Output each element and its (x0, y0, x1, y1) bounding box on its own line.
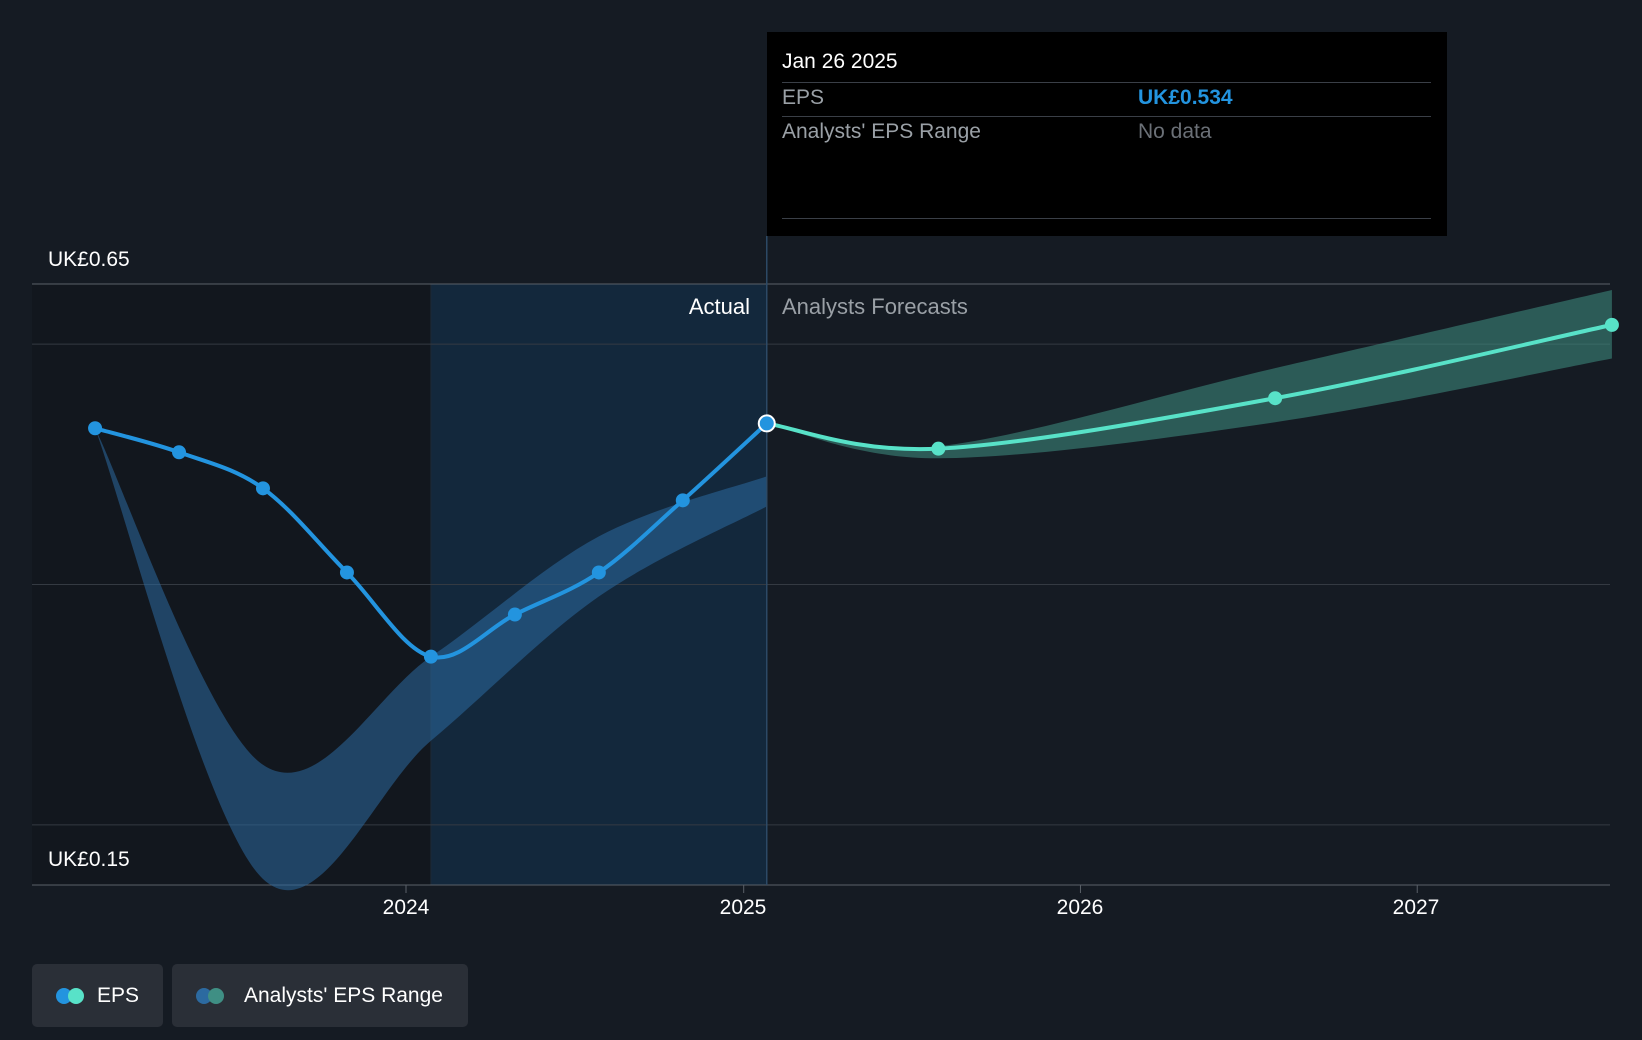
tooltip-eps-value: UK£0.534 (1138, 86, 1233, 109)
x-tick-2024: 2024 (382, 896, 430, 919)
x-tick-2026: 2026 (1056, 896, 1104, 919)
eps-point-actual (591, 565, 606, 580)
eps-point-actual (172, 445, 187, 460)
eps-point-actual (88, 421, 103, 436)
tooltip: Jan 26 2025 EPS UK£0.534 Analysts' EPS R… (767, 32, 1447, 236)
x-tick-2027: 2027 (1392, 896, 1440, 919)
tooltip-range-label: Analysts' EPS Range (782, 120, 981, 143)
forecast-region-label: Analysts Forecasts (782, 294, 968, 319)
tooltip-range-value: No data (1138, 120, 1212, 143)
eps-point-actual (255, 481, 270, 496)
tooltip-divider (782, 82, 1431, 83)
eps-point-forecast (1604, 317, 1619, 332)
legend-eps[interactable]: EPS (32, 964, 163, 1027)
actual-region-label: Actual (688, 294, 750, 319)
eps-line-forecast (764, 322, 1614, 452)
legend-eps-swatch-icon (56, 987, 85, 1005)
x-tick-2025: 2025 (719, 896, 767, 919)
tooltip-divider (782, 218, 1431, 219)
tooltip-eps-label: EPS (782, 86, 825, 109)
eps-range-band-forecast (766, 290, 1612, 459)
legend-range-swatch-icon (196, 987, 232, 1005)
y-axis-min-label: UK£0.15 (48, 848, 130, 871)
eps-highlight-point (757, 414, 776, 433)
legend-eps-dot-forecast (68, 987, 84, 1004)
legend-range-dot-forecast (208, 987, 224, 1004)
eps-point-forecast (1268, 391, 1283, 406)
eps-point-actual (423, 649, 438, 664)
legend-eps-range[interactable]: Analysts' EPS Range (172, 964, 468, 1027)
tooltip-divider (782, 116, 1431, 117)
legend-range-label: Analysts' EPS Range (244, 983, 443, 1007)
legend-eps-label: EPS (96, 983, 139, 1007)
eps-point-actual (339, 565, 354, 580)
y-axis-max-label: UK£0.65 (48, 248, 130, 271)
eps-point-actual (507, 607, 522, 622)
tooltip-date: Jan 26 2025 (782, 50, 898, 73)
eps-point-actual (675, 493, 690, 508)
eps-point-forecast (931, 441, 946, 456)
